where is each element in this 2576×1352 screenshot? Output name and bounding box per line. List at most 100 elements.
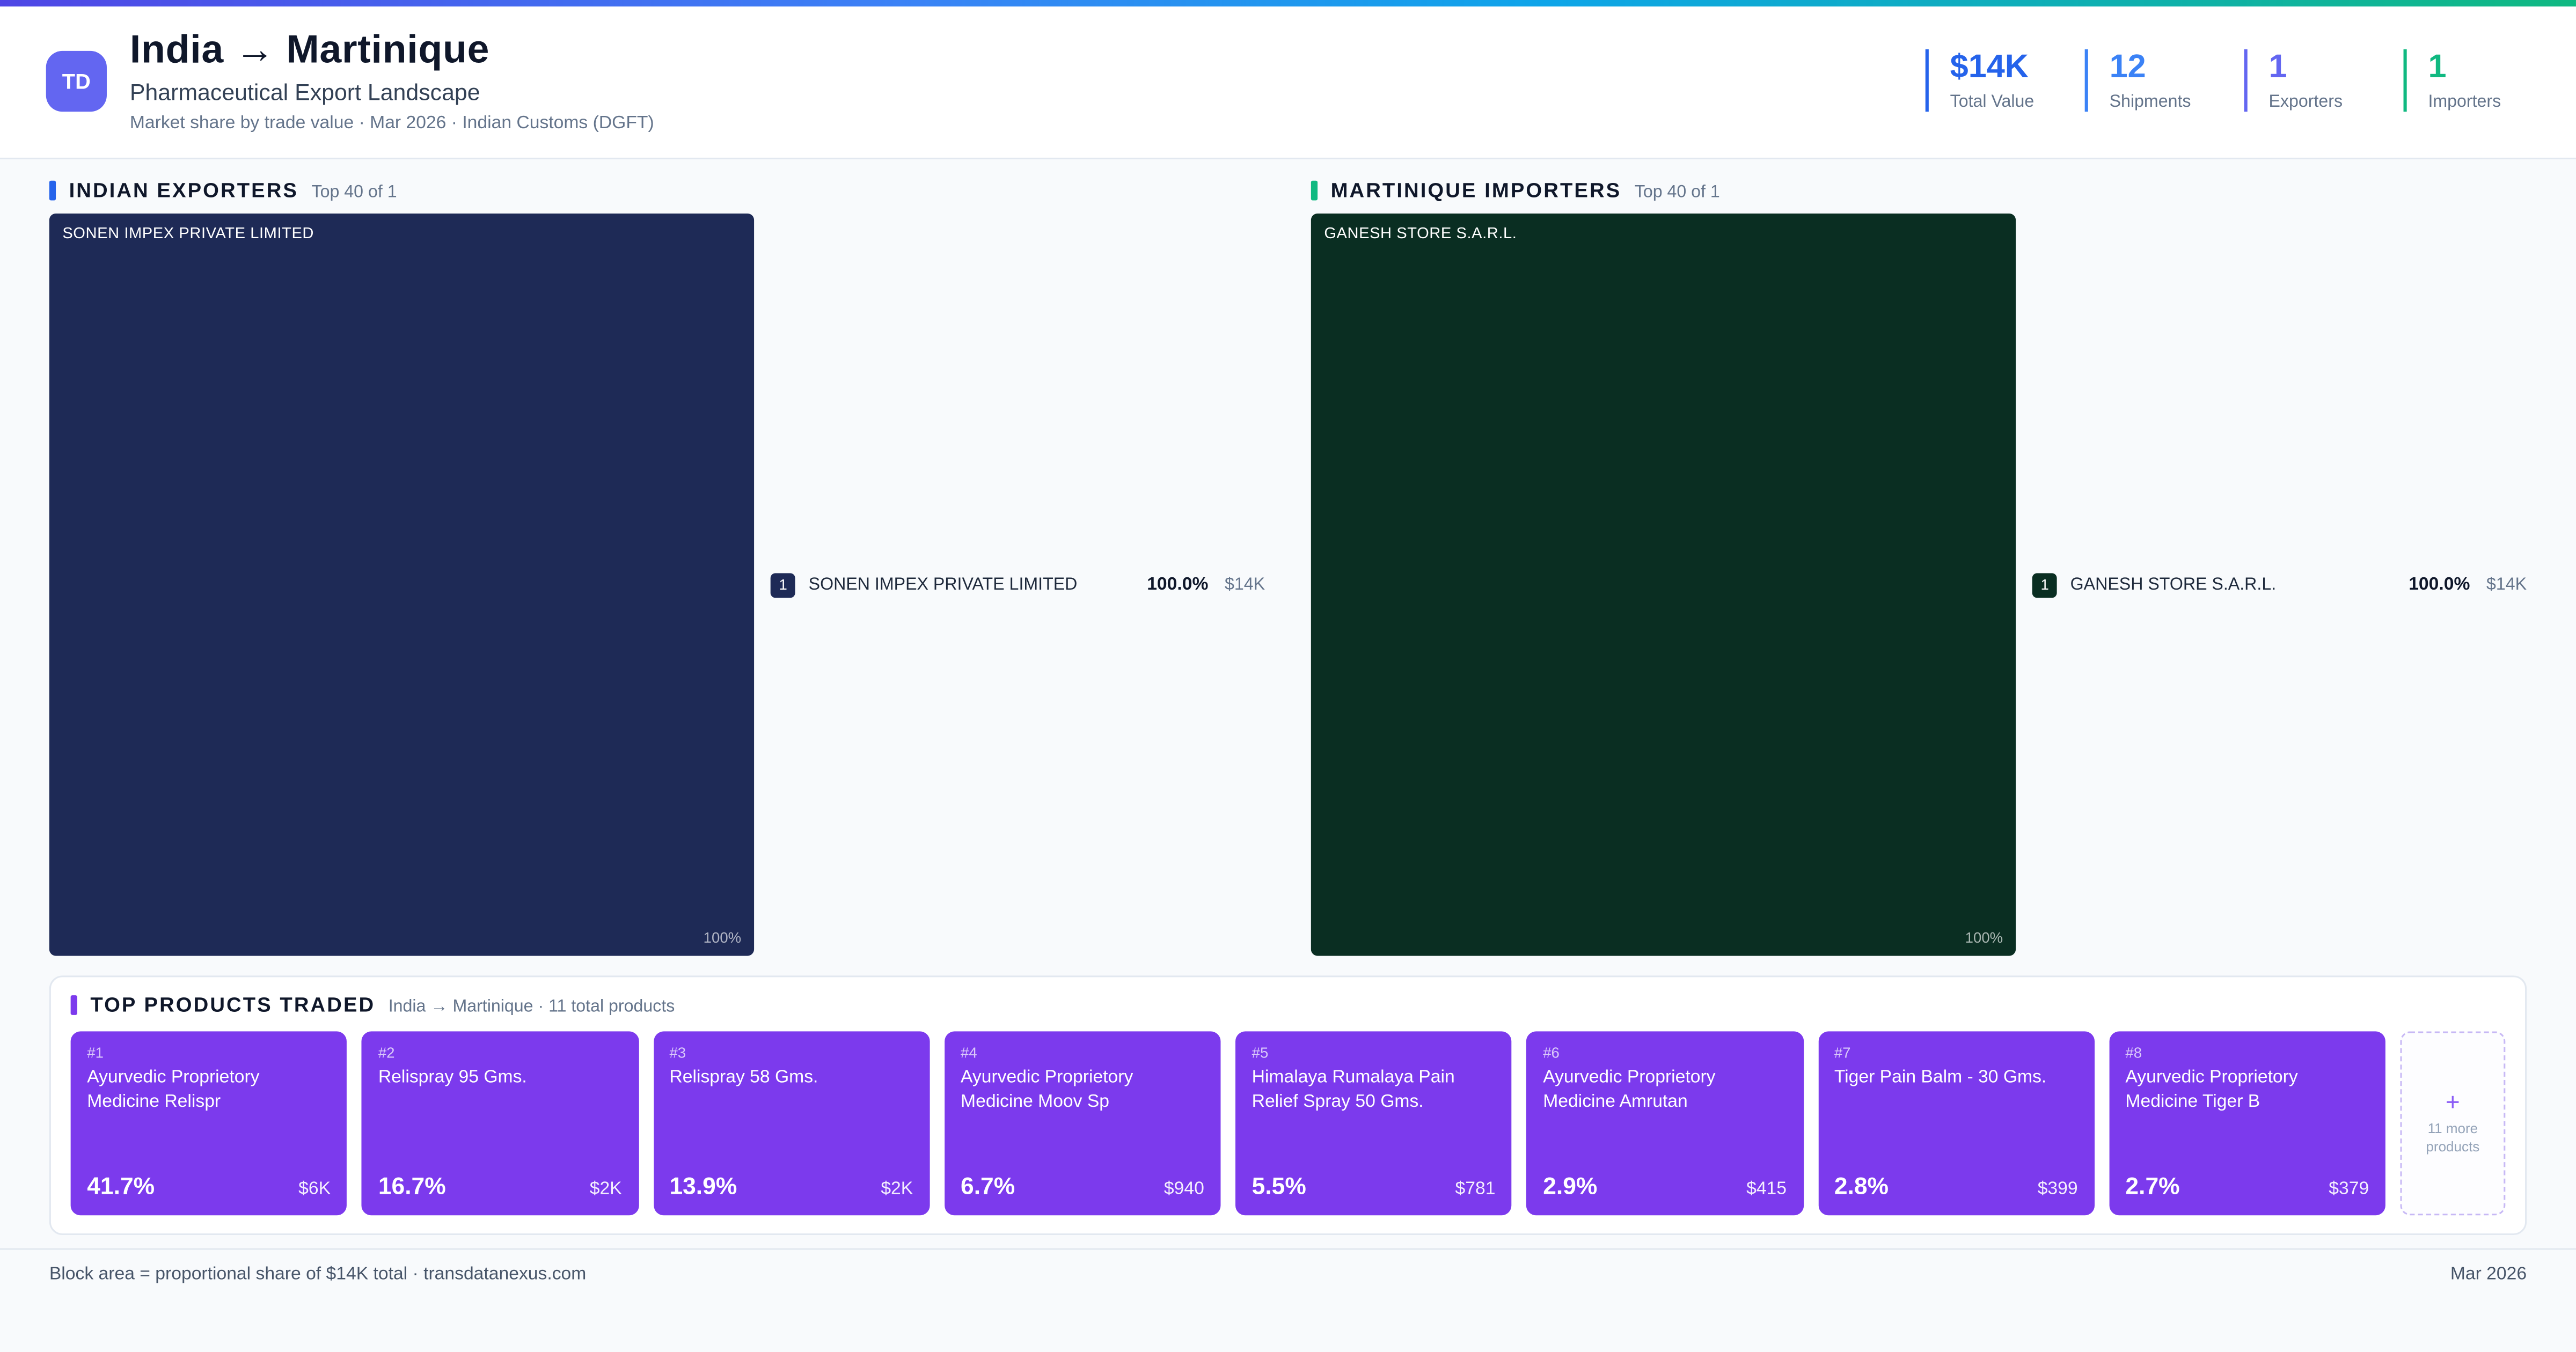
stat-total-value-number: $14K [1950,49,2029,86]
footer-note: Block area = proportional share of $14K … [49,1265,587,1284]
product-percent: 13.9% [669,1174,737,1201]
product-rank: #2 [378,1044,395,1061]
product-name: Himalaya Rumalaya Pain Relief Spray 50 G… [1252,1067,1455,1111]
product-percent: 41.7% [87,1174,155,1201]
product-value: $415 [1746,1179,1787,1199]
importers-panel-body: GANESH STORE S.A.R.L. 100% 1 GANESH STOR… [1311,213,2527,956]
exporters-panel-header: INDIAN EXPORTERS Top 40 of 1 [49,179,1265,202]
page-subtitle: Pharmaceutical Export Landscape [129,78,480,105]
product-card-bottom: 5.5% $781 [1252,1174,1496,1201]
importers-legend-value: $14K [2486,575,2527,595]
importer-block-label: GANESH STORE S.A.R.L. [1324,225,1517,244]
product-card-7[interactable]: #7 Tiger Pain Balm - 30 Gms. 2.8% $399 [1818,1031,2095,1216]
header-left: TD India → Martinique Pharmaceutical Exp… [46,28,654,133]
product-percent: 5.5% [1252,1174,1306,1201]
product-card-top: #4 Ayurvedic Proprietory Medicine Moov S… [961,1045,1204,1114]
product-percent: 6.7% [961,1174,1015,1201]
importers-panel: MARTINIQUE IMPORTERS Top 40 of 1 GANESH … [1311,179,2527,956]
exporters-legend-value: $14K [1225,575,1265,595]
stat-total-value-label: Total Value [1950,92,2035,112]
product-card-5[interactable]: #5 Himalaya Rumalaya Pain Relief Spray 5… [1235,1031,1512,1216]
top-gradient-bar [0,0,2576,7]
products-accent-bar [70,995,77,1015]
product-rank: #6 [1543,1044,1560,1061]
products-section-subtitle: India → Martinique · 11 total products [388,997,675,1017]
product-card-3[interactable]: #3 Relispray 58 Gms. 13.9% $2K [653,1031,930,1216]
exporters-panel-body: SONEN IMPEX PRIVATE LIMITED 100% 1 SONEN… [49,213,1265,956]
importer-treemap-block[interactable]: GANESH STORE S.A.R.L. 100% [1311,213,2016,956]
exporters-legend-row[interactable]: 1 SONEN IMPEX PRIVATE LIMITED 100.0% $14… [771,572,1265,597]
stat-shipments-number: 12 [2109,49,2146,86]
exporters-legend-index-badge: 1 [771,572,796,597]
top-products-section: TOP PRODUCTS TRADED India → Martinique ·… [49,975,2527,1236]
product-card-6[interactable]: #6 Ayurvedic Proprietory Medicine Amruta… [1526,1031,1803,1216]
product-name: Ayurvedic Proprietory Medicine Relispr [87,1067,260,1111]
more-products-label: 11 more products [2426,1119,2480,1155]
product-card-bottom: 13.9% $2K [669,1174,913,1201]
more-products-card[interactable]: + 11 more products [2400,1031,2506,1216]
footer-date: Mar 2026 [2450,1265,2527,1284]
product-card-bottom: 16.7% $2K [378,1174,622,1201]
title-block: India → Martinique Pharmaceutical Export… [130,28,654,133]
product-value: $399 [2037,1179,2078,1199]
product-rank: #4 [961,1044,977,1061]
exporters-legend-percent: 100.0% [1147,575,1209,595]
product-rank: #5 [1252,1044,1269,1061]
exporters-panel-subtitle: Top 40 of 1 [311,182,397,202]
stat-importers-number: 1 [2428,49,2447,86]
product-card-top: #2 Relispray 95 Gms. [378,1045,622,1090]
exporters-panel: INDIAN EXPORTERS Top 40 of 1 SONEN IMPEX… [49,179,1265,956]
product-card-top: #1 Ayurvedic Proprietory Medicine Relisp… [87,1045,331,1114]
product-value: $940 [1163,1179,1204,1199]
importers-panel-subtitle: Top 40 of 1 [1634,182,1720,202]
product-value: $2K [881,1179,913,1199]
product-value: $6K [298,1179,331,1199]
product-name: Tiger Pain Balm - 30 Gms. [1834,1067,2047,1088]
product-card-4[interactable]: #4 Ayurvedic Proprietory Medicine Moov S… [944,1031,1221,1216]
stat-exporters-label: Exporters [2268,92,2343,112]
products-section-header: TOP PRODUCTS TRADED India → Martinique ·… [70,994,2506,1017]
product-name: Ayurvedic Proprietory Medicine Amrutan [1543,1067,1716,1111]
products-section-title: TOP PRODUCTS TRADED [90,994,376,1017]
avatar: TD [46,50,107,111]
exporters-legend: 1 SONEN IMPEX PRIVATE LIMITED 100.0% $14… [771,572,1265,597]
exporter-treemap-block[interactable]: SONEN IMPEX PRIVATE LIMITED 100% [49,213,755,956]
product-rank: #1 [87,1044,104,1061]
plus-icon: + [2445,1088,2460,1116]
importers-panel-title: MARTINIQUE IMPORTERS [1330,179,1622,202]
product-card-top: #8 Ayurvedic Proprietory Medicine Tiger … [2125,1045,2369,1114]
product-card-top: #5 Himalaya Rumalaya Pain Relief Spray 5… [1252,1045,1496,1114]
product-name: Ayurvedic Proprietory Medicine Moov Sp [961,1067,1133,1111]
stat-exporters: 1 Exporters [2244,49,2371,112]
header: TD India → Martinique Pharmaceutical Exp… [0,6,2576,159]
product-card-bottom: 6.7% $940 [961,1174,1204,1201]
product-card-bottom: 41.7% $6K [87,1174,331,1201]
main-charts-area: INDIAN EXPORTERS Top 40 of 1 SONEN IMPEX… [0,159,2576,956]
importers-legend-row[interactable]: 1 GANESH STORE S.A.R.L. 100.0% $14K [2032,572,2527,597]
product-card-2[interactable]: #2 Relispray 95 Gms. 16.7% $2K [362,1031,639,1216]
exporters-legend-name: SONEN IMPEX PRIVATE LIMITED [808,575,1078,595]
product-name: Relispray 58 Gms. [669,1067,818,1088]
exporters-accent-bar [49,180,56,201]
product-card-top: #3 Relispray 58 Gms. [669,1045,913,1090]
importers-legend-name: GANESH STORE S.A.R.L. [2070,575,2277,595]
product-percent: 2.8% [1834,1174,1889,1201]
product-name: Relispray 95 Gms. [378,1067,527,1088]
importers-panel-header: MARTINIQUE IMPORTERS Top 40 of 1 [1311,179,2527,202]
product-value: $2K [589,1179,622,1199]
product-percent: 2.7% [2125,1174,2180,1201]
footer: Block area = proportional share of $14K … [0,1248,2576,1299]
importers-legend-percent: 100.0% [2409,575,2470,595]
page-meta: Market share by trade value · Mar 2026 ·… [129,113,654,133]
exporter-block-label: SONEN IMPEX PRIVATE LIMITED [62,225,314,244]
product-card-8[interactable]: #8 Ayurvedic Proprietory Medicine Tiger … [2109,1031,2385,1216]
product-rank: #7 [1834,1044,1851,1061]
product-card-1[interactable]: #1 Ayurvedic Proprietory Medicine Relisp… [70,1031,347,1216]
products-grid: #1 Ayurvedic Proprietory Medicine Relisp… [70,1031,2506,1216]
stat-exporters-number: 1 [2268,49,2287,86]
importers-accent-bar [1311,180,1318,201]
product-card-top: #6 Ayurvedic Proprietory Medicine Amruta… [1543,1045,1787,1114]
stat-shipments: 12 Shipments [2084,49,2212,112]
product-rank: #3 [669,1044,686,1061]
stat-shipments-label: Shipments [2109,92,2191,112]
